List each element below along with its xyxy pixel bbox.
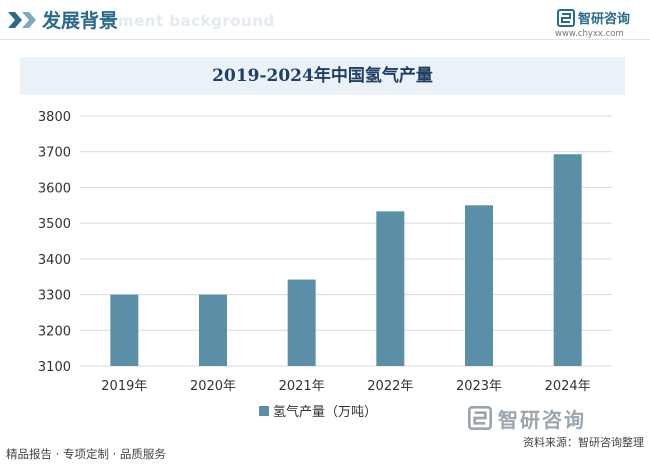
chart-title: 2019-2024年中国氢气产量 — [20, 57, 625, 95]
x-tick-label: 2020年 — [190, 379, 236, 394]
y-tick-label: 3200 — [38, 324, 71, 339]
x-tick-label: 2024年 — [545, 379, 591, 394]
header: ment background 发展背景 智研咨询 www.chyxx.com — [0, 0, 650, 44]
brand-name: 智研咨询 — [578, 12, 631, 27]
legend-label: 氢气产量（万吨） — [273, 404, 377, 420]
x-tick-label: 2021年 — [279, 379, 325, 394]
source-note: 资料来源：智研咨询整理 — [523, 436, 644, 449]
footer-logo-icon — [468, 406, 492, 430]
bar — [110, 294, 139, 366]
brand-url: www.chyxx.com — [555, 29, 624, 39]
bar — [465, 205, 493, 366]
chevron-right-icon — [22, 12, 36, 28]
x-tick-label: 2019年 — [101, 379, 147, 394]
legend-swatch — [259, 406, 269, 416]
y-tick-label: 3800 — [38, 110, 71, 125]
x-tick-label: 2023年 — [456, 379, 502, 394]
bar — [553, 154, 582, 366]
y-tick-label: 3100 — [38, 360, 71, 375]
chevron-right-icon — [8, 12, 22, 28]
section-title: 发展背景 — [42, 10, 119, 32]
footer-brand-logo: 智研咨询 — [466, 404, 636, 432]
x-tick-label: 2022年 — [367, 379, 413, 394]
brand-logo-icon — [557, 9, 575, 27]
bar — [287, 279, 316, 366]
y-tick-label: 3600 — [38, 181, 71, 196]
header-divider — [0, 39, 650, 40]
y-tick-label: 3700 — [38, 146, 71, 161]
y-tick-label: 3500 — [38, 217, 71, 232]
footer-tagline: 精品报告 · 专项定制 · 品质服务 — [6, 447, 166, 461]
bar — [376, 211, 405, 366]
y-tick-label: 3400 — [38, 253, 71, 268]
bar — [199, 294, 227, 366]
y-tick-label: 3300 — [38, 289, 71, 304]
footer-brand-name: 智研咨询 — [498, 408, 586, 432]
section-background-text: ment background — [118, 12, 275, 30]
brand-logo: 智研咨询 www.chyxx.com — [555, 8, 645, 42]
